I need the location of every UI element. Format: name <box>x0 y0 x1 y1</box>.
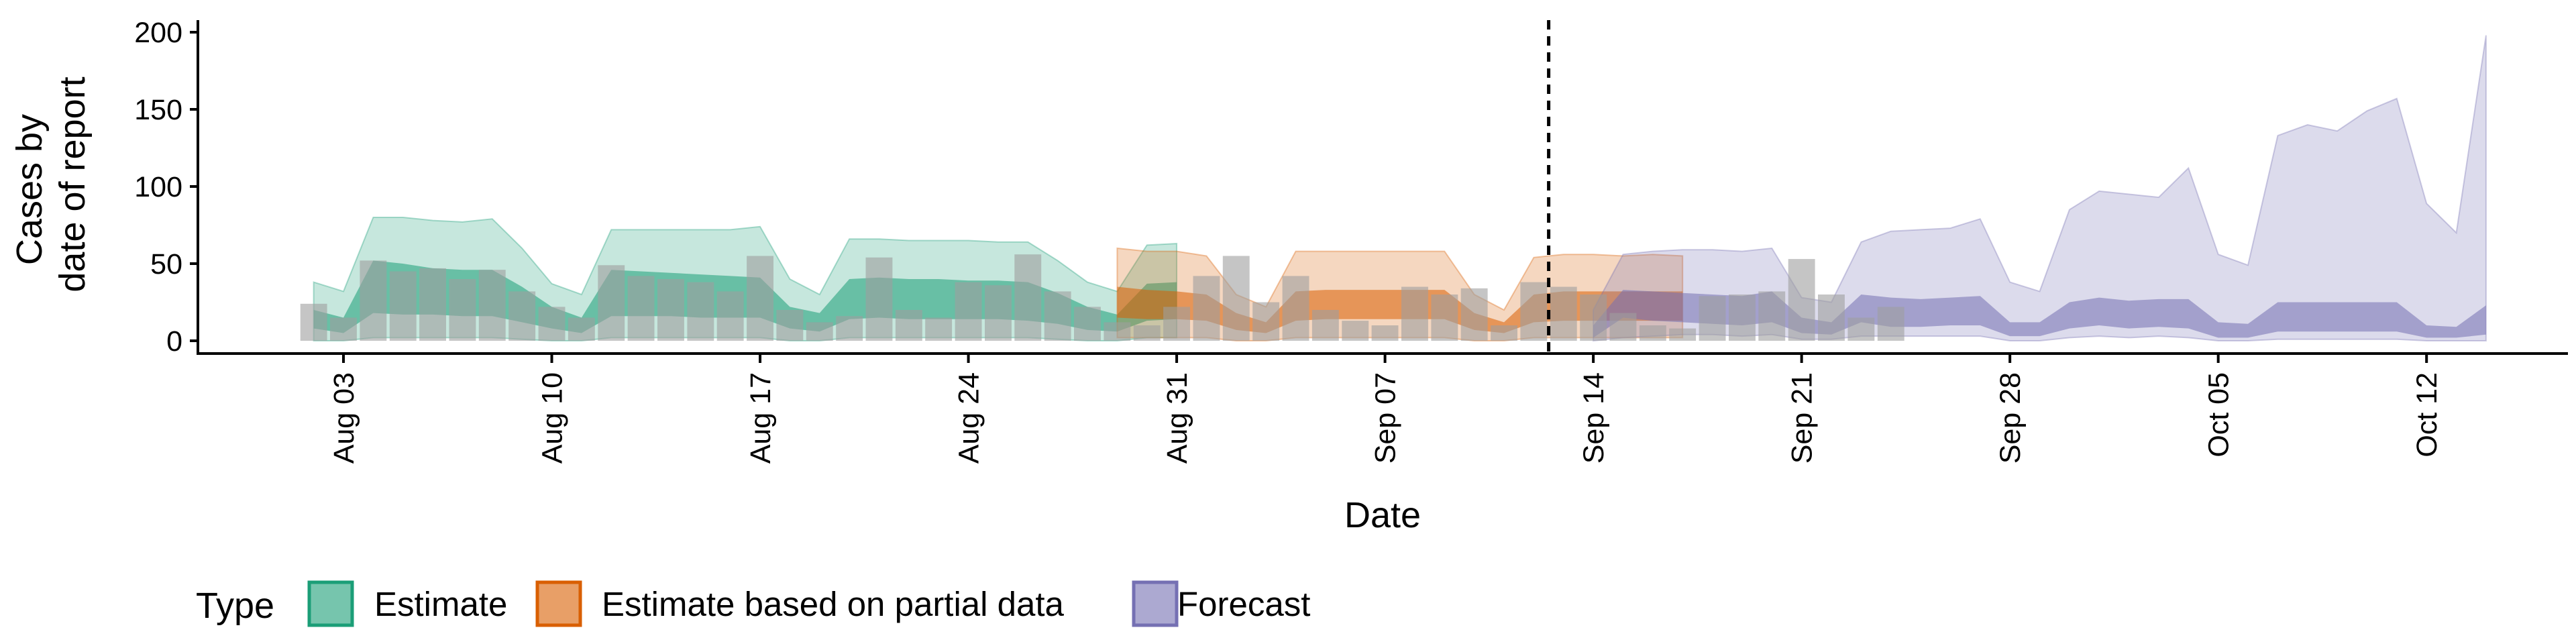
reported-cases-bar <box>1580 294 1607 341</box>
reported-cases-bar <box>895 310 922 341</box>
reported-cases-bar <box>1104 322 1131 341</box>
reported-cases-bar <box>449 279 476 341</box>
reported-cases-bar <box>925 317 953 341</box>
reported-cases-bar <box>747 256 773 341</box>
reported-cases-bar <box>1491 325 1517 341</box>
reported-cases-bar <box>508 291 536 341</box>
x-tick-label: Sep 21 <box>1786 372 1819 464</box>
reported-cases-bar <box>1222 256 1250 341</box>
forecast-outer-band <box>1593 35 2487 342</box>
y-tick-label: 200 <box>134 17 182 49</box>
x-tick-label: Aug 03 <box>328 372 360 464</box>
reported-cases-bar <box>806 322 833 341</box>
x-tick-label: Aug 31 <box>1161 372 1193 464</box>
reported-cases-bar <box>776 310 804 341</box>
reported-cases-bar <box>1758 291 1786 341</box>
reported-cases-bar <box>836 316 863 341</box>
reported-cases-bar <box>1044 291 1071 341</box>
reported-cases-bar <box>1669 328 1697 341</box>
reported-cases-bar <box>1282 276 1309 341</box>
x-tick-label: Sep 07 <box>1370 372 1402 464</box>
reported-cases-bar <box>1074 307 1101 341</box>
reported-cases-bar <box>865 257 893 341</box>
x-tick-label: Sep 14 <box>1578 372 1610 464</box>
legend-key-partial <box>535 580 582 627</box>
legend-key-forecast <box>1132 580 1179 627</box>
reported-cases-bar <box>627 276 655 341</box>
reported-cases-bar <box>1788 259 1815 341</box>
y-tick-label: 150 <box>134 94 182 126</box>
y-tick-label: 50 <box>150 248 182 280</box>
reported-cases-bar <box>985 285 1012 341</box>
x-tick-label: Oct 05 <box>2203 372 2235 458</box>
legend: Type Estimate Estimate based on partial … <box>196 580 1310 627</box>
reported-cases-bar <box>1252 302 1280 341</box>
x-tick-label: Aug 10 <box>537 372 569 464</box>
reported-cases-bar <box>1193 276 1220 341</box>
reported-cases-bar <box>687 282 714 341</box>
reported-cases-bar <box>419 268 446 341</box>
reported-cases-bar <box>1699 296 1726 341</box>
reported-cases-bar <box>1818 294 1845 341</box>
reported-cases-bar <box>1371 325 1399 341</box>
y-ticks: 0 50 100 150 200 <box>134 17 198 358</box>
reported-cases-bar <box>657 279 684 341</box>
reported-cases-bar <box>1163 307 1190 341</box>
legend-title: Type <box>196 586 274 626</box>
reported-cases-bar <box>598 265 625 341</box>
reported-cases-bar <box>389 271 417 341</box>
reported-cases-bar <box>478 270 506 341</box>
x-tick-label: Oct 12 <box>2411 372 2443 458</box>
reported-cases-bar <box>1431 294 1458 341</box>
reported-cases-bar <box>1847 317 1875 341</box>
reported-cases-bar <box>1609 313 1637 341</box>
reported-cases-bar <box>1401 286 1428 341</box>
x-ticks: Aug 03 Aug 10 Aug 17 Aug 24 Aug 31 Sep 07 Sep … <box>328 354 2443 464</box>
x-tick-label: Sep 28 <box>1994 372 2027 464</box>
x-axis-title: Date <box>1344 495 1421 535</box>
x-tick-label: Aug 17 <box>745 372 777 464</box>
reported-cases-bar <box>955 282 982 341</box>
forecast-inner-band <box>1593 290 2486 338</box>
reported-cases-bar <box>360 260 387 341</box>
y-axis-title-line-1: Cases by <box>9 114 50 265</box>
y-axis-title-line-2: date of report <box>52 76 93 292</box>
x-tick-label: Aug 24 <box>953 372 985 464</box>
reported-cases-bar <box>1342 321 1369 341</box>
legend-key-estimate <box>307 580 354 627</box>
legend-label-partial: Estimate based on partial data <box>602 585 1065 623</box>
reported-cases-bar <box>1877 307 1904 341</box>
reported-cases-bar <box>1729 294 1756 341</box>
reported-cases-bar <box>1311 310 1339 341</box>
y-tick-label: 0 <box>166 325 182 358</box>
reported-cases-bar <box>1133 325 1161 341</box>
reported-cases-bars <box>300 254 1904 341</box>
y-tick-label: 100 <box>134 171 182 203</box>
y-axis-title: Cases by date of report <box>9 76 93 292</box>
reported-cases-bar <box>568 317 595 341</box>
reported-cases-bar <box>1550 286 1577 341</box>
reported-cases-bar <box>300 303 327 341</box>
legend-label-estimate: Estimate <box>374 585 507 623</box>
reported-cases-bar <box>1520 282 1548 341</box>
reported-cases-bar <box>716 291 744 341</box>
reported-cases-bar <box>1639 325 1666 341</box>
reported-cases-bar <box>538 307 566 341</box>
reported-cases-bar <box>1014 254 1042 341</box>
legend-label-forecast: Forecast <box>1177 585 1310 623</box>
reported-cases-bar <box>1460 288 1488 341</box>
reported-cases-bar <box>330 317 357 341</box>
